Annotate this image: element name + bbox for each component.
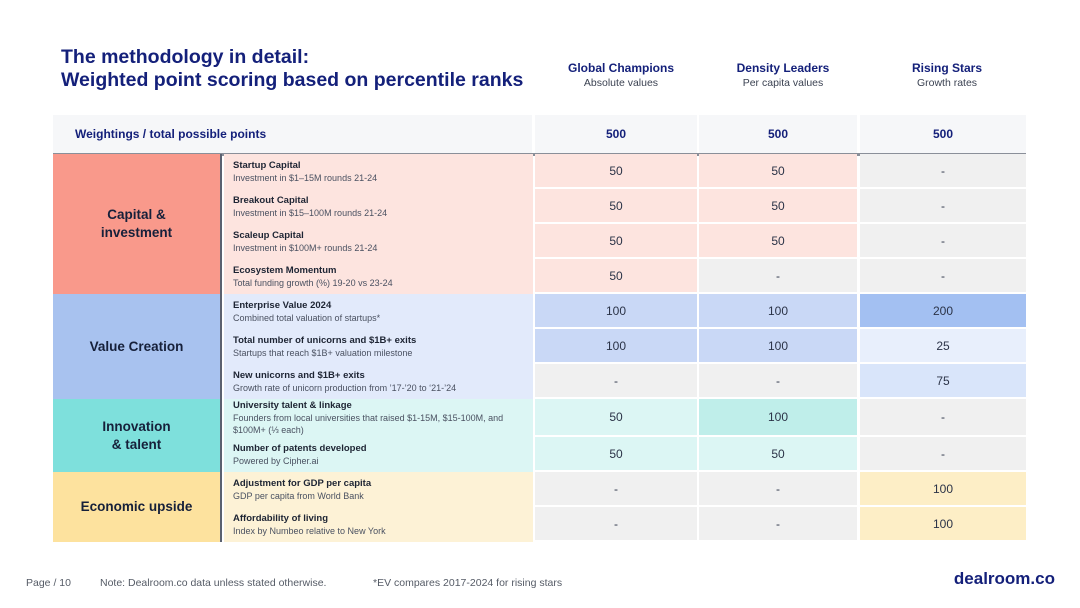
category-cell: Economic upside bbox=[53, 472, 222, 542]
score-cell: 50 bbox=[535, 259, 697, 292]
column-title: Global Champions bbox=[567, 61, 674, 75]
metric-description: Investment in $100M+ rounds 21-24 bbox=[233, 242, 378, 253]
score-cell: 50 bbox=[699, 189, 857, 222]
column-subtitle: Absolute values bbox=[583, 77, 659, 89]
column-title: Rising Stars bbox=[911, 61, 983, 75]
score-cell: - bbox=[535, 472, 697, 505]
column-title: Density Leaders bbox=[736, 61, 830, 75]
category-cell: Capital & investment bbox=[53, 154, 222, 294]
metric-title: Adjustment for GDP per capita bbox=[233, 477, 372, 489]
score-cell: 200 bbox=[860, 294, 1026, 327]
metric-description: Investment in $15–100M rounds 21-24 bbox=[233, 207, 388, 218]
score-cell: 75 bbox=[860, 364, 1026, 397]
score-cell: 50 bbox=[535, 399, 697, 435]
column-subtitle: Per capita values bbox=[742, 77, 824, 89]
weightings-row: Weightings / total possible points 500 5… bbox=[53, 115, 1026, 156]
metric-cell: Ecosystem Momentum Total funding growth (… bbox=[224, 259, 533, 294]
footer-note: Note: Dealroom.co data unless stated oth… bbox=[100, 577, 327, 589]
score-cell: - bbox=[860, 399, 1026, 435]
score-cell: 50 bbox=[699, 224, 857, 257]
metric-title: Total number of unicorns and $1B+ exits bbox=[233, 334, 417, 346]
category-cell: Innovation & talent bbox=[53, 399, 222, 472]
metric-description: Powered by Cipher.ai bbox=[233, 455, 319, 466]
score-cell: 100 bbox=[535, 329, 697, 362]
score-cell: 50 bbox=[535, 154, 697, 187]
metric-title: New unicorns and $1B+ exits bbox=[233, 369, 365, 381]
metric-description: Index by Numbeo relative to New York bbox=[233, 525, 386, 536]
weightings-label: Weightings / total possible points bbox=[53, 115, 532, 153]
score-cell: 50 bbox=[699, 154, 857, 187]
title-line-2: Weighted point scoring based on percenti… bbox=[61, 69, 524, 91]
footer-ev-note: *EV compares 2017-2024 for rising stars bbox=[373, 577, 563, 589]
metric-cell: Breakout Capital Investment in $15–100M r… bbox=[224, 189, 533, 224]
metric-title: Scaleup Capital bbox=[233, 229, 304, 241]
score-cell: 100 bbox=[860, 507, 1026, 540]
metric-cell: Total number of unicorns and $1B+ exits S… bbox=[224, 329, 533, 364]
score-cell: 50 bbox=[535, 224, 697, 257]
dealroom-logo: dealroom.co bbox=[953, 569, 1055, 588]
metric-description: Investment in $1–15M rounds 21-24 bbox=[233, 172, 378, 183]
page-title: The methodology in detail: Weighted poin… bbox=[61, 46, 523, 92]
metric-title: University talent & linkage bbox=[233, 400, 352, 411]
metric-description: GDP per capita from World Bank bbox=[233, 490, 364, 501]
metric-title: Enterprise Value 2024 bbox=[233, 299, 332, 311]
score-cell: 100 bbox=[535, 294, 697, 327]
metric-cell: Adjustment for GDP per capita GDP per cap… bbox=[224, 472, 533, 507]
metric-title: Ecosystem Momentum bbox=[233, 264, 337, 276]
category-cell: Value Creation bbox=[53, 294, 222, 399]
score-cell: - bbox=[699, 364, 857, 397]
metric-description: Combined total valuation of startups* bbox=[233, 312, 381, 323]
score-cell: 25 bbox=[860, 329, 1026, 362]
metric-cell: Scaleup Capital Investment in $100M+ roun… bbox=[224, 224, 533, 259]
weighting-density-leaders: 500 bbox=[699, 115, 857, 153]
metric-title: Breakout Capital bbox=[233, 194, 309, 206]
metric-cell: Enterprise Value 2024 Combined total valu… bbox=[224, 294, 533, 329]
metric-cell: Affordability of living Index by Numbeo r… bbox=[224, 507, 533, 542]
column-header-rising-stars: Rising Stars Growth rates bbox=[866, 61, 1028, 90]
metric-title: Affordability of living bbox=[233, 512, 328, 524]
metric-cell: Startup Capital Investment in $1–15M roun… bbox=[224, 154, 533, 189]
score-cell: 50 bbox=[535, 437, 697, 470]
title-line-1: The methodology in detail: bbox=[61, 46, 310, 68]
score-cell: 100 bbox=[699, 294, 857, 327]
metric-description: Startups that reach $1B+ valuation miles… bbox=[233, 347, 413, 358]
score-cell: - bbox=[860, 154, 1026, 187]
weighting-rising-stars: 500 bbox=[860, 115, 1026, 153]
metric-description: Founders from local universities that ra… bbox=[233, 413, 504, 435]
score-cell: - bbox=[535, 364, 697, 397]
score-cell: 50 bbox=[699, 437, 857, 470]
column-header-global-champions: Global Champions Absolute values bbox=[540, 61, 702, 90]
score-cell: - bbox=[699, 259, 857, 292]
metric-description: Growth rate of unicorn production from ’… bbox=[233, 382, 457, 393]
metric-cell: Number of patents developed Powered by Ci… bbox=[224, 437, 533, 472]
metric-title: Number of patents developed bbox=[233, 442, 367, 454]
column-header-density-leaders: Density Leaders Per capita values bbox=[702, 61, 864, 90]
metric-description: Total funding growth (%) 19-20 vs 23-24 bbox=[233, 277, 393, 288]
metric-cell: New unicorns and $1B+ exits Growth rate o… bbox=[224, 364, 533, 399]
metric-cell: University talent & linkage Founders from… bbox=[224, 399, 533, 437]
score-cell: - bbox=[699, 507, 857, 540]
weighting-global-champions: 500 bbox=[535, 115, 697, 153]
score-cell: 50 bbox=[535, 189, 697, 222]
score-cell: - bbox=[860, 189, 1026, 222]
score-cell: 100 bbox=[860, 472, 1026, 505]
score-cell: 100 bbox=[699, 329, 857, 362]
metric-title: Startup Capital bbox=[233, 159, 301, 171]
score-cell: - bbox=[860, 224, 1026, 257]
score-cell: - bbox=[699, 472, 857, 505]
score-cell: 100 bbox=[699, 399, 857, 435]
score-cell: - bbox=[535, 507, 697, 540]
score-cell: - bbox=[860, 259, 1026, 292]
column-subtitle: Growth rates bbox=[916, 77, 978, 89]
score-cell: - bbox=[860, 437, 1026, 470]
page-number: Page / 10 bbox=[26, 577, 71, 589]
